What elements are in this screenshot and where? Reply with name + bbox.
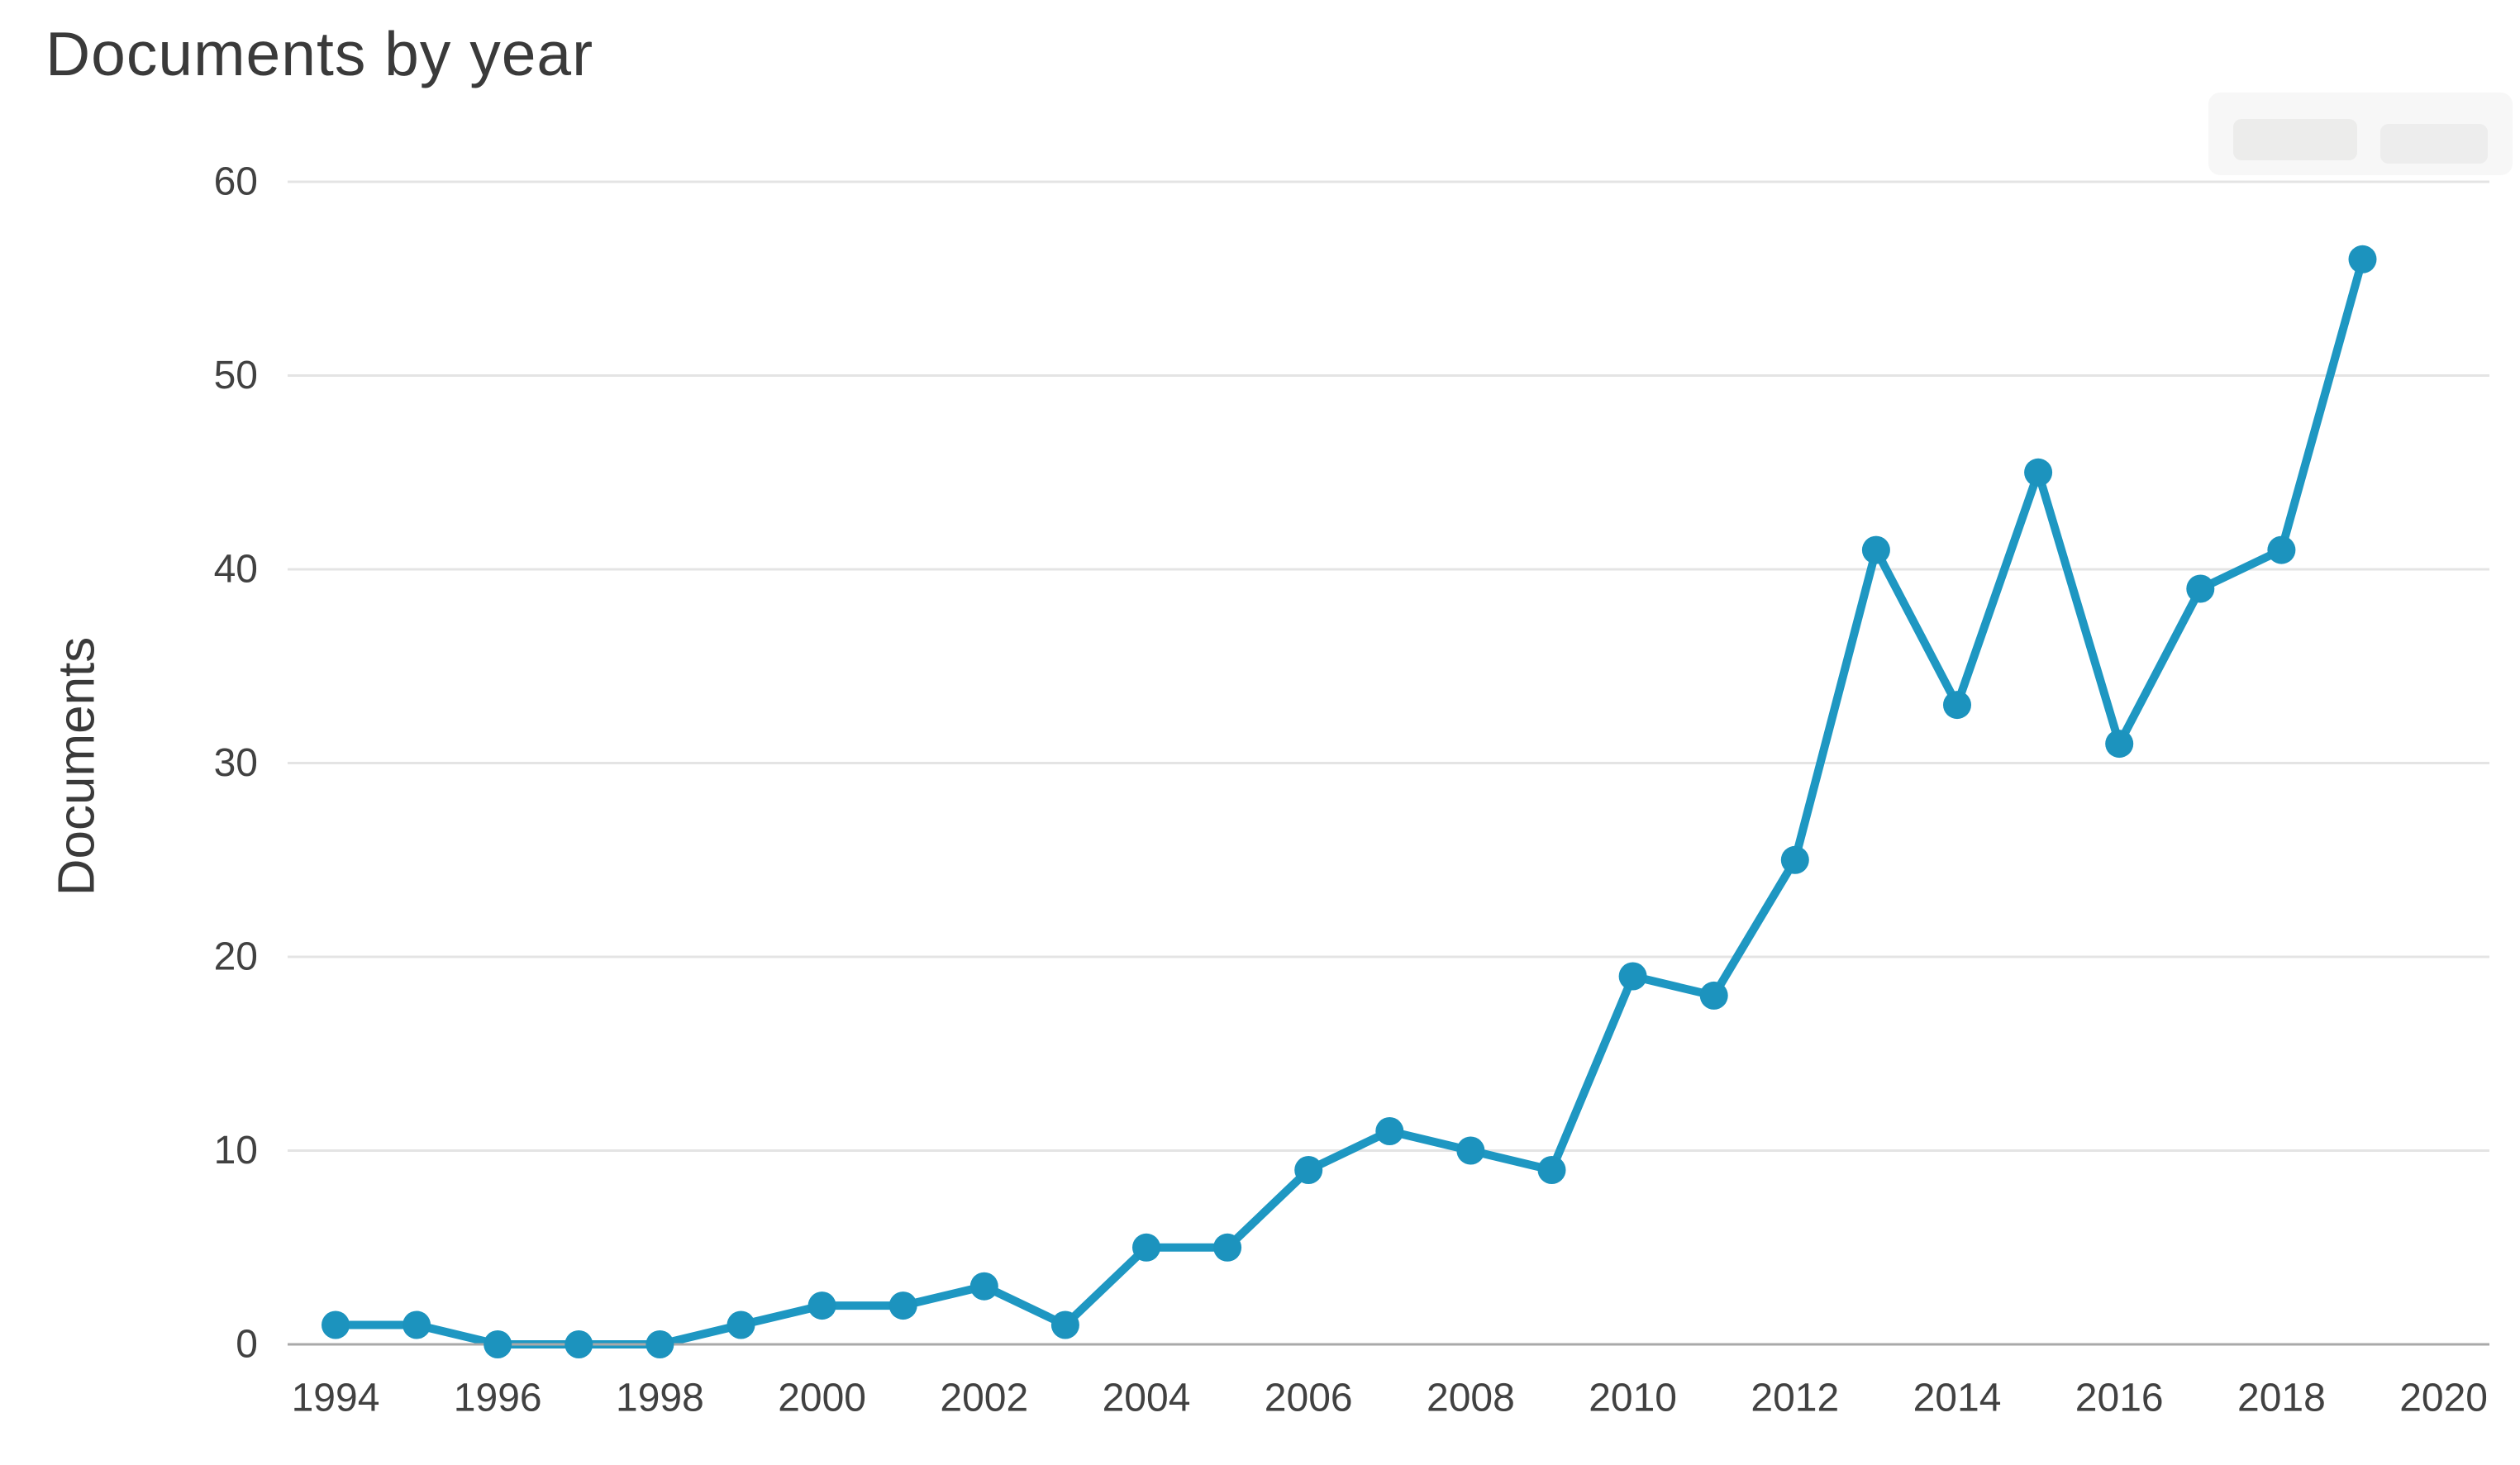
data-point-marker-1997[interactable] [564,1330,593,1358]
y-tick-label-20: 20 [214,935,258,979]
x-tick-label-2014: 2014 [1913,1377,2002,1420]
data-point-marker-2003[interactable] [1050,1310,1079,1339]
x-tick-label-2002: 2002 [940,1377,1028,1420]
data-point-marker-2012[interactable] [1780,845,1809,874]
data-point-marker-2007[interactable] [1375,1117,1404,1145]
x-tick-label-2004: 2004 [1103,1377,1191,1420]
data-point-marker-2011[interactable] [1699,981,1728,1010]
data-point-marker-2004[interactable] [1132,1233,1160,1262]
data-point-marker-2006[interactable] [1294,1156,1323,1184]
ghost-watermark-blob [2380,124,2488,164]
data-point-marker-2005[interactable] [1213,1233,1242,1262]
data-point-marker-2002[interactable] [969,1272,998,1301]
x-tick-label-2018: 2018 [2237,1377,2326,1420]
data-point-marker-2000[interactable] [807,1291,836,1320]
y-tick-label-60: 60 [214,160,258,204]
data-point-marker-2009[interactable] [1537,1156,1566,1184]
data-point-marker-2017[interactable] [2186,574,2215,603]
x-tick-label-2010: 2010 [1589,1377,1677,1420]
y-tick-label-50: 50 [214,354,258,397]
x-tick-label-2020: 2020 [2399,1377,2488,1420]
data-point-marker-2001[interactable] [888,1291,917,1320]
chart-title: Documents by year [45,19,594,88]
data-point-marker-2015[interactable] [2024,458,2053,487]
ghost-watermark [2208,93,2513,175]
y-tick-label-30: 30 [214,741,258,785]
x-tick-label-2008: 2008 [1427,1377,1515,1420]
data-point-marker-2018[interactable] [2267,535,2296,564]
data-point-marker-1998[interactable] [645,1330,674,1358]
data-point-marker-2019[interactable] [2348,245,2377,273]
x-tick-label-1996: 1996 [454,1377,542,1420]
x-tick-label-2012: 2012 [1751,1377,1839,1420]
data-point-marker-2013[interactable] [1861,535,1890,564]
series-line [331,254,2367,1348]
ghost-watermark-blob [2233,119,2357,160]
data-point-marker-1999[interactable] [726,1310,755,1339]
data-point-marker-2016[interactable] [2105,730,2134,759]
x-tick-label-1998: 1998 [616,1377,704,1420]
y-tick-label-40: 40 [214,548,258,592]
x-tick-label-2000: 2000 [778,1377,866,1420]
x-tick-label-2016: 2016 [2075,1377,2164,1420]
y-tick-label-0: 0 [236,1323,258,1367]
data-point-marker-1995[interactable] [403,1310,431,1339]
y-tick-label-10: 10 [214,1129,258,1172]
data-point-marker-2008[interactable] [1456,1136,1485,1165]
data-point-marker-2014[interactable] [1943,691,1971,720]
data-point-marker-1996[interactable] [484,1330,512,1358]
data-point-marker-1994[interactable] [322,1310,350,1339]
x-tick-label-1994: 1994 [292,1377,380,1420]
data-point-marker-2010[interactable] [1618,962,1647,991]
x-tick-label-2006: 2006 [1265,1377,1353,1420]
